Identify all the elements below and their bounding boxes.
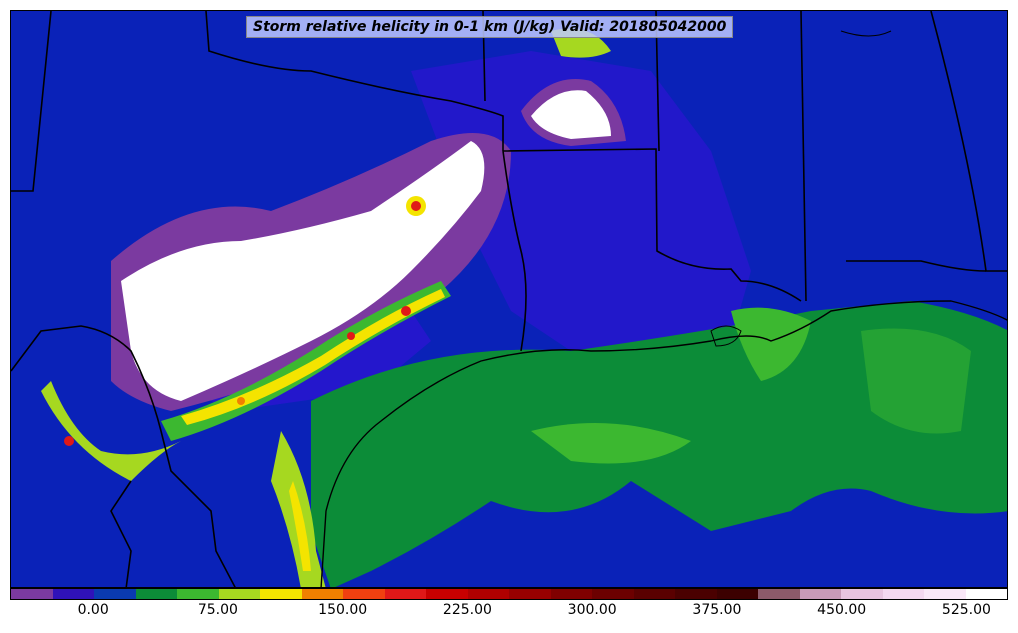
- colorbar-swatch: [135, 589, 177, 599]
- colorbar-tick-label: 300.00: [567, 602, 617, 618]
- colorbar-swatch: [924, 589, 966, 599]
- colorbar-labels: 0.00 75.00 150.00 225.00 300.00 375.00 450.00 5…: [10, 602, 1008, 624]
- colorbar-swatch: [11, 589, 53, 599]
- state-borders: [11, 11, 1007, 587]
- colorbar-tick-label: 450.00: [817, 602, 867, 618]
- gulf-green-patch: [531, 423, 691, 464]
- colorbar-swatch: [509, 589, 551, 599]
- map-panel: [10, 10, 1008, 588]
- colorbar-tick-label: 75.00: [197, 602, 238, 618]
- colorbar-swatch: [633, 589, 675, 599]
- mid-helicity-region: [411, 51, 751, 371]
- colorbar-swatch: [675, 589, 717, 599]
- colorbar-swatch: [426, 589, 468, 599]
- coastline: [320, 300, 1007, 587]
- colorbar: [10, 588, 1008, 600]
- map-title: Storm relative helicity in 0-1 km (J/kg)…: [246, 16, 734, 38]
- colorbar-swatch: [799, 589, 841, 599]
- colorbar-swatch: [550, 589, 592, 599]
- helicity-map: [11, 11, 1007, 587]
- storm-band-core: [181, 289, 445, 425]
- storm-cell: [237, 397, 245, 405]
- colorbar-tick-label: 225.00: [442, 602, 492, 618]
- colorbar-tick-label: 0.00: [77, 602, 109, 618]
- colorbar-swatch: [965, 589, 1007, 599]
- colorbar-tick-label: 375.00: [692, 602, 742, 618]
- storm-cell: [347, 332, 355, 340]
- colorbar-swatch: [343, 589, 385, 599]
- colorbar-swatch: [94, 589, 136, 599]
- storm-cell: [401, 306, 411, 316]
- storm-cell: [411, 201, 421, 211]
- storm-cell: [64, 436, 74, 446]
- colorbar-swatch: [177, 589, 219, 599]
- colorbar-swatch: [882, 589, 924, 599]
- colorbar-swatch: [384, 589, 426, 599]
- louisiana-patch: [731, 307, 811, 381]
- colorbar-swatch: [841, 589, 883, 599]
- colorbar-tick-label: 525.00: [941, 602, 991, 618]
- colorbar-swatch: [716, 589, 758, 599]
- colorbar-swatch: [301, 589, 343, 599]
- gulf-green-patch: [861, 328, 971, 434]
- coastal-streak-core: [289, 481, 311, 571]
- colorbar-tick-label: 150.00: [318, 602, 368, 618]
- colorbar-swatch: [592, 589, 634, 599]
- colorbar-swatch: [467, 589, 509, 599]
- colorbar-swatch: [218, 589, 260, 599]
- colorbar-swatch: [52, 589, 94, 599]
- highest-helicity-region: [121, 141, 485, 401]
- colorbar-swatch: [260, 589, 302, 599]
- highest-helicity-region: [531, 90, 611, 139]
- colorbar-swatch: [758, 589, 800, 599]
- river-lines: [710, 30, 892, 347]
- sw-storm-band: [41, 381, 181, 481]
